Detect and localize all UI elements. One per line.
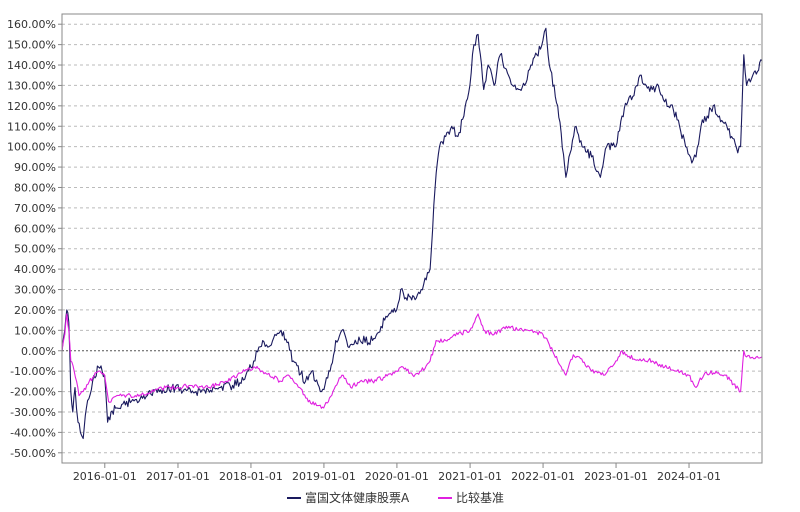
x-axis: 2016-01-01 2017-01-01 2018-01-01 2019-01-01… — [73, 463, 721, 483]
series-lines — [61, 27, 763, 440]
y-tick-label: 100.00% — [7, 141, 56, 154]
y-tick-label: -20.00% — [10, 386, 56, 399]
y-tick-label: -30.00% — [10, 406, 56, 419]
x-tick-label: 2024-01-01 — [657, 470, 721, 483]
x-tick-label: 2023-01-01 — [584, 470, 648, 483]
y-tick-label: 50.00% — [14, 243, 56, 256]
y-axis: 160.00% 150.00% 140.00% 130.00% 120.00% 110.0… — [7, 18, 62, 460]
grid-lines — [62, 23, 762, 454]
x-tick-label: 2019-01-01 — [292, 470, 356, 483]
y-tick-label: 90.00% — [14, 161, 56, 174]
y-tick-label: -40.00% — [10, 426, 56, 439]
x-tick-label: 2018-01-01 — [219, 470, 283, 483]
series-line-0 — [61, 27, 763, 440]
y-tick-label: 140.00% — [7, 59, 56, 72]
legend-label: 比较基准 — [456, 490, 504, 505]
x-tick-label: 2020-01-01 — [365, 470, 429, 483]
y-tick-label: 160.00% — [7, 18, 56, 31]
y-tick-label: 30.00% — [14, 284, 56, 297]
y-tick-label: 40.00% — [14, 263, 56, 276]
legend: 富国文体健康股票A 比较基准 — [287, 490, 504, 505]
y-tick-label: 130.00% — [7, 79, 56, 92]
y-tick-label: 80.00% — [14, 181, 56, 194]
y-tick-label: 120.00% — [7, 100, 56, 113]
y-tick-label: -10.00% — [10, 365, 56, 378]
y-tick-label: 0.00% — [21, 345, 56, 358]
legend-label: 富国文体健康股票A — [305, 490, 410, 505]
x-tick-label: 2017-01-01 — [146, 470, 210, 483]
x-tick-label: 2022-01-01 — [511, 470, 575, 483]
y-tick-label: 20.00% — [14, 304, 56, 317]
series-line-1 — [61, 313, 763, 409]
x-tick-label: 2021-01-01 — [438, 470, 502, 483]
y-tick-label: -50.00% — [10, 447, 56, 460]
y-tick-label: 150.00% — [7, 39, 56, 52]
y-tick-label: 10.00% — [14, 324, 56, 337]
plot-frame — [61, 13, 763, 464]
y-tick-label: 110.00% — [7, 120, 56, 133]
x-tick-label: 2016-01-01 — [73, 470, 137, 483]
y-tick-label: 70.00% — [14, 202, 56, 215]
y-tick-label: 60.00% — [14, 222, 56, 235]
